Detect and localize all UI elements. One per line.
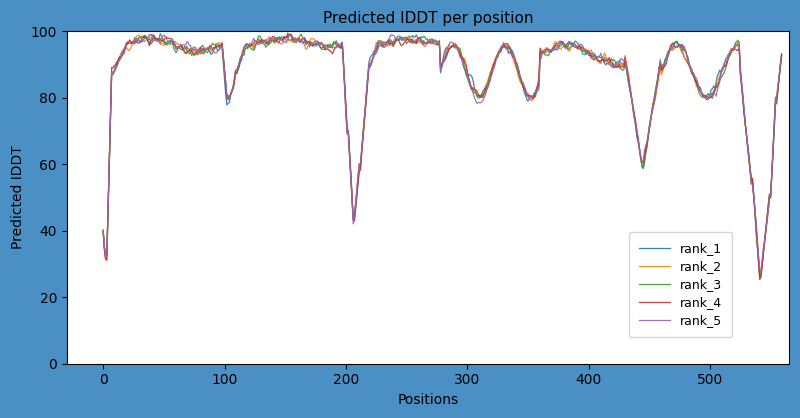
rank_1 (539, 48, 549, 53)
rank_1 (577, 46, 586, 51)
rank_4 (154, 37, 164, 42)
rank_3 (539, 49, 549, 54)
rank_4 (577, 46, 586, 51)
rank_2 (98, 228, 108, 233)
Title: Predicted IDDT per position: Predicted IDDT per position (322, 11, 533, 26)
rank_5 (577, 41, 586, 46)
rank_3 (675, 43, 685, 48)
X-axis label: Positions: Positions (398, 393, 458, 407)
rank_2 (539, 48, 549, 53)
rank_1 (777, 53, 786, 58)
rank_2 (675, 43, 685, 48)
rank_4 (283, 31, 293, 36)
rank_4 (103, 209, 113, 214)
rank_2 (777, 52, 786, 57)
rank_1 (103, 205, 113, 210)
rank_3 (98, 227, 108, 232)
rank_5 (756, 269, 766, 274)
rank_4 (692, 81, 702, 86)
rank_2 (692, 84, 702, 89)
Line: rank_3: rank_3 (103, 33, 782, 277)
rank_1 (411, 33, 421, 38)
rank_4 (777, 52, 786, 57)
rank_5 (692, 76, 702, 81)
rank_3 (155, 31, 165, 36)
rank_2 (756, 270, 766, 275)
rank_3 (777, 52, 786, 57)
rank_1 (692, 79, 702, 84)
rank_4 (98, 229, 108, 234)
Line: rank_2: rank_2 (103, 35, 782, 273)
rank_3 (692, 79, 702, 84)
rank_5 (539, 50, 549, 55)
rank_2 (103, 212, 113, 217)
rank_5 (155, 36, 165, 41)
rank_1 (98, 230, 108, 235)
rank_3 (755, 274, 765, 279)
rank_2 (155, 40, 165, 45)
rank_3 (577, 48, 586, 53)
rank_1 (675, 42, 685, 47)
Y-axis label: Predicted IDDT: Predicted IDDT (11, 145, 25, 250)
rank_4 (539, 51, 549, 56)
Legend: rank_1, rank_2, rank_3, rank_4, rank_5: rank_1, rank_2, rank_3, rank_4, rank_5 (629, 232, 732, 337)
rank_5 (103, 207, 113, 212)
rank_5 (147, 32, 157, 37)
rank_3 (154, 36, 164, 41)
rank_2 (577, 47, 586, 52)
Line: rank_1: rank_1 (103, 35, 782, 277)
rank_5 (777, 54, 786, 59)
rank_2 (145, 32, 154, 37)
rank_3 (103, 209, 113, 214)
rank_4 (675, 43, 685, 48)
rank_5 (675, 44, 685, 49)
rank_1 (755, 274, 765, 279)
rank_5 (98, 228, 108, 233)
Line: rank_5: rank_5 (103, 34, 782, 272)
rank_1 (154, 38, 164, 43)
Line: rank_4: rank_4 (103, 33, 782, 280)
rank_4 (755, 277, 765, 282)
